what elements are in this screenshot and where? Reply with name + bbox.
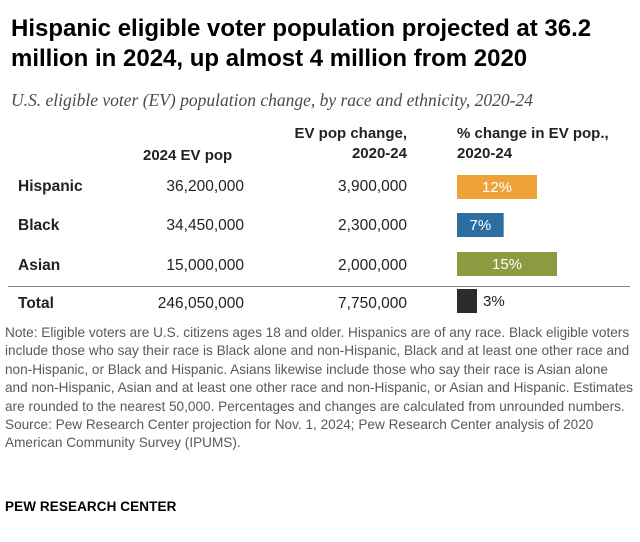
bar-black [457,213,504,237]
note-text: Note: Eligible voters are U.S. citizens … [5,325,633,414]
change-value-hispanic: 3,900,000 [338,178,407,195]
column-header-change-line2: 2020-24 [351,145,407,162]
chart-subtitle: U.S. eligible voter (EV) population chan… [11,90,533,110]
publisher-footer: PEW RESEARCH CENTER [5,499,177,514]
bar-asian [457,252,557,276]
column-header-pct-line2: 2020-24 [457,145,513,162]
pop-value-total: 246,050,000 [157,295,244,312]
chart-title: Hispanic eligible voter population proje… [11,15,592,72]
source-text: Source: Pew Research Center projection f… [5,417,594,451]
change-value-total: 7,750,000 [338,295,407,312]
pop-value-hispanic: 36,200,000 [166,178,244,195]
row-label-black: Black [18,217,60,234]
row-label-hispanic: Hispanic [18,178,83,195]
column-header-change: EV pop change, 2020-24 [294,124,407,164]
column-header-change-line1: EV pop change, [294,125,407,142]
total-divider [8,286,630,287]
column-header-pop: 2024 EV pop [143,147,233,164]
bar-hispanic [457,175,537,199]
bar-total [457,289,477,313]
pop-value-asian: 15,000,000 [166,257,244,274]
row-label-asian: Asian [18,257,61,274]
pop-value-black: 34,450,000 [166,217,244,234]
bar-label-total: 3% [483,293,505,310]
bar-label-hispanic: 12% [482,179,512,196]
chart-note: Note: Eligible voters are U.S. citizens … [5,324,633,453]
column-header-pct-line1: % change in EV pop., [457,125,609,142]
row-label-total: Total [18,295,54,312]
bar-label-black: 7% [469,217,491,234]
column-header-pct: % change in EV pop., 2020-24 [457,124,609,164]
bar-label-asian: 15% [492,256,522,273]
change-value-black: 2,300,000 [338,217,407,234]
change-value-asian: 2,000,000 [338,257,407,274]
